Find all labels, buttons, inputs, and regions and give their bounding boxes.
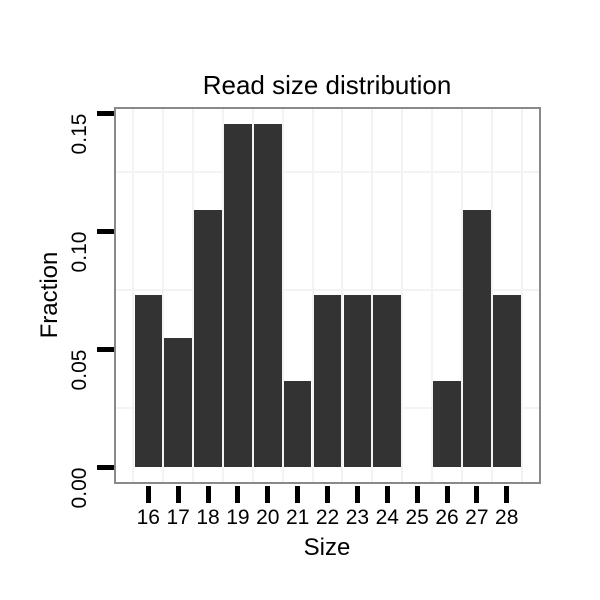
x-tick — [175, 486, 181, 503]
x-tick-label: 20 — [256, 506, 280, 529]
gridline-vertical — [221, 109, 224, 482]
gridline-vertical — [162, 109, 165, 482]
x-tick-label: 23 — [345, 506, 370, 529]
x-tick-label: 22 — [315, 506, 340, 529]
y-tick — [97, 110, 114, 116]
bar-size-26 — [433, 381, 461, 467]
gridline-horizontal — [116, 289, 539, 291]
x-axis-title: Size — [303, 534, 351, 561]
y-tick-label: 0.05 — [68, 349, 91, 390]
y-tick — [97, 464, 114, 470]
bar-size-23 — [343, 295, 372, 467]
gridline-vertical — [132, 109, 135, 482]
gridline-vertical — [251, 109, 254, 482]
x-tick — [265, 486, 271, 503]
chart-title: Read size distribution — [202, 70, 452, 100]
gridline-vertical — [490, 109, 493, 482]
gridline-vertical — [311, 109, 314, 482]
gridline-horizontal — [116, 171, 539, 173]
y-tick-label: 0.00 — [68, 467, 91, 508]
bar-size-24 — [373, 295, 402, 467]
bar-size-27 — [463, 209, 491, 467]
x-tick — [205, 486, 211, 503]
x-tick-label: 21 — [285, 506, 310, 529]
gridline-vertical — [520, 109, 523, 482]
x-tick-label: 28 — [495, 506, 519, 529]
gridline-vertical — [460, 109, 463, 482]
x-tick — [325, 486, 331, 503]
x-tick-label: 17 — [166, 506, 190, 529]
gridline-vertical — [192, 109, 195, 482]
x-tick-label: 27 — [465, 506, 489, 529]
bar-size-16 — [134, 295, 163, 467]
bar-size-19 — [224, 123, 252, 467]
x-tick — [474, 486, 480, 503]
x-tick — [145, 486, 151, 503]
x-tick-label: 26 — [435, 506, 459, 529]
x-tick — [235, 486, 241, 503]
x-tick — [414, 486, 420, 503]
bar-size-20 — [253, 123, 282, 467]
x-tick — [295, 486, 301, 503]
y-tick-label: 0.10 — [68, 231, 91, 272]
bar-size-28 — [492, 295, 521, 467]
x-tick-label: 18 — [196, 506, 220, 529]
y-tick-label: 0.15 — [68, 113, 91, 154]
y-tick — [97, 228, 114, 234]
x-tick — [444, 486, 450, 503]
gridline-vertical — [341, 109, 344, 482]
x-tick-label: 25 — [405, 506, 429, 529]
gridline-vertical — [401, 109, 404, 482]
gridline-vertical — [281, 109, 284, 482]
bar-size-22 — [313, 295, 342, 467]
x-tick-label: 16 — [136, 506, 160, 529]
x-tick-label: 19 — [226, 506, 250, 529]
x-tick — [354, 486, 360, 503]
x-tick-label: 24 — [375, 506, 399, 529]
x-tick — [504, 486, 510, 503]
y-axis-title: Fraction — [36, 251, 63, 339]
bar-size-17 — [164, 338, 192, 467]
y-tick — [97, 346, 114, 352]
bar-size-21 — [283, 381, 312, 467]
bar-size-18 — [194, 209, 222, 467]
x-tick — [384, 486, 390, 503]
gridline-vertical — [371, 109, 374, 482]
gridline-vertical — [431, 109, 434, 482]
